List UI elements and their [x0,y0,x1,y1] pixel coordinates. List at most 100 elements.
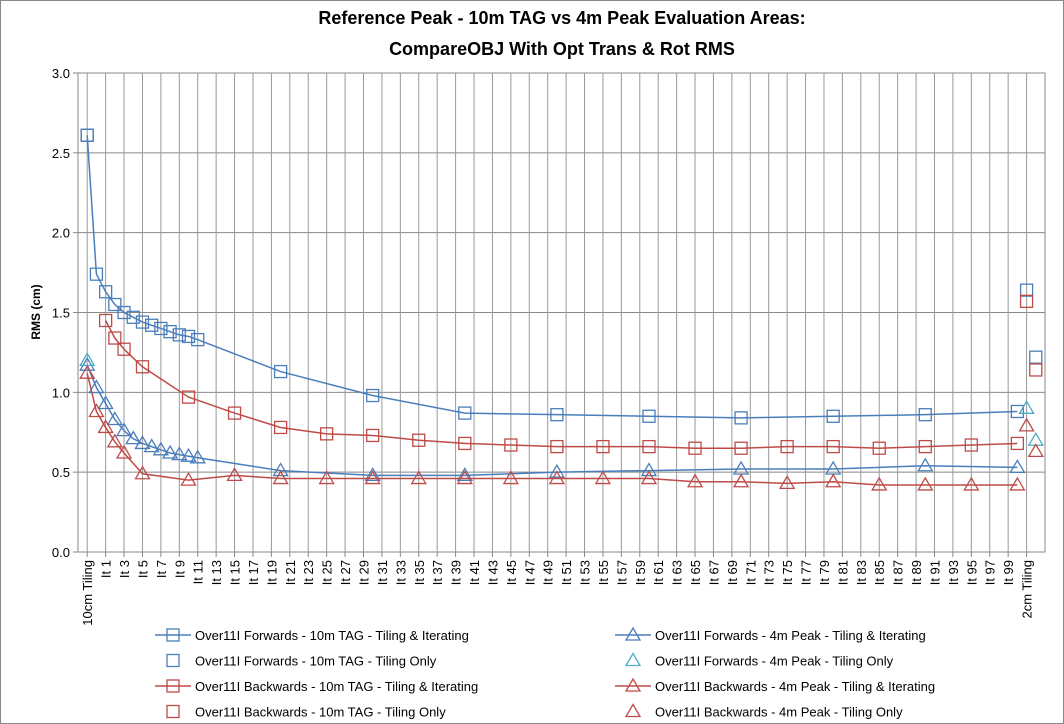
x-tick-label: It 97 [983,560,998,585]
x-tick-label: It 95 [964,560,979,585]
data-point [640,470,658,485]
x-tick-label: It 53 [578,560,593,585]
data-point [1009,459,1026,474]
data-point [458,436,472,451]
x-tick-label: It 39 [449,560,464,585]
legend-label: Over11I Forwards - 10m TAG - Tiling & It… [195,628,469,643]
data-point [1010,436,1025,451]
data-point [152,441,170,456]
y-tick-label: 2.0 [52,226,70,241]
data-point [1009,476,1026,491]
data-point [1019,294,1034,308]
data-point [640,462,658,477]
data-point [548,463,566,478]
data-point [106,411,123,426]
data-point [872,441,886,455]
legend-marker [166,704,180,719]
x-tick-label: It 45 [504,560,519,585]
data-point [79,364,96,379]
legend-label: Over11I Forwards - 10m TAG - Tiling Only [195,654,437,669]
x-tick-label: It 47 [522,560,537,585]
legend-marker [166,653,180,668]
chart-title: CompareOBJ With Opt Trans & Rot RMS [389,39,735,59]
legend-marker [624,677,642,692]
x-tick-label: It 63 [670,560,685,585]
legend-label: Over11I Backwards - 10m TAG - Tiling Onl… [195,705,446,720]
data-point [871,476,888,491]
x-tick-label: It 61 [651,560,666,585]
x-tick-label: 10cm Tiling [80,560,95,626]
data-point [826,409,840,423]
x-tick-label: It 31 [375,560,390,585]
data-point [117,305,131,320]
x-tick-label: It 55 [596,560,611,585]
data-point [80,128,94,142]
data-point [320,427,334,441]
data-point [115,444,133,459]
data-point [1029,350,1043,364]
x-tick-label: It 87 [891,560,906,585]
x-tick-label: It 7 [154,560,169,578]
data-point [366,428,380,443]
y-tick-label: 3.0 [52,66,70,81]
x-tick-label: It 79 [817,560,832,585]
data-point [135,360,150,374]
x-tick-label: It 15 [228,560,243,585]
series-line [86,372,1018,486]
data-point [410,470,427,485]
x-tick-label: It 57 [614,560,629,585]
data-point [98,313,113,328]
data-point [135,315,150,329]
y-tick-label: 1.0 [52,385,70,400]
data-point [550,439,564,454]
data-point [115,422,133,437]
series-line [104,320,1018,449]
data-point [732,473,750,488]
data-point [126,310,140,324]
data-point [79,356,96,371]
data-point [364,467,381,482]
data-point [1018,400,1035,414]
data-point [548,470,566,485]
data-point [163,325,177,339]
legend-label: Over11I Backwards - 10m TAG - Tiling & I… [195,679,478,694]
data-point [412,433,426,447]
x-tick-label: It 85 [872,560,887,585]
data-point [89,267,104,281]
data-point [366,388,380,403]
y-tick-label: 2.5 [52,146,70,161]
y-tick-label: 0.5 [52,465,70,480]
legend-marker [624,703,642,718]
x-tick-label: It 75 [780,560,795,585]
data-point [134,465,151,480]
data-point [88,403,105,418]
data-point [180,447,197,462]
data-point [918,439,932,454]
x-tick-label: It 89 [909,560,924,585]
data-point [734,441,748,455]
x-tick-label: It 3 [117,560,132,578]
data-point [318,470,335,485]
legend-marker [624,626,642,641]
x-tick-label: It 69 [725,560,740,585]
legend-label: Over11I Backwards - 4m Peak - Tiling Onl… [655,705,903,720]
data-point [825,473,842,488]
data-point [734,411,748,425]
x-tick-label: It 1 [99,560,114,578]
data-point [227,406,242,420]
data-point [504,438,518,452]
x-tick-label: It 67 [706,560,721,585]
legend-marker [624,652,642,667]
data-point [1029,363,1043,377]
data-point [917,457,934,472]
data-point [181,329,196,344]
data-point [171,446,188,461]
data-point [226,467,243,482]
series-line [86,135,1018,419]
legend-label: Over11I Forwards - 4m Peak - Tiling Only [655,654,894,669]
y-tick-label: 0.0 [52,545,70,560]
data-point [1027,443,1044,458]
data-point [125,430,142,445]
data-point [642,409,656,423]
data-point [189,449,206,464]
